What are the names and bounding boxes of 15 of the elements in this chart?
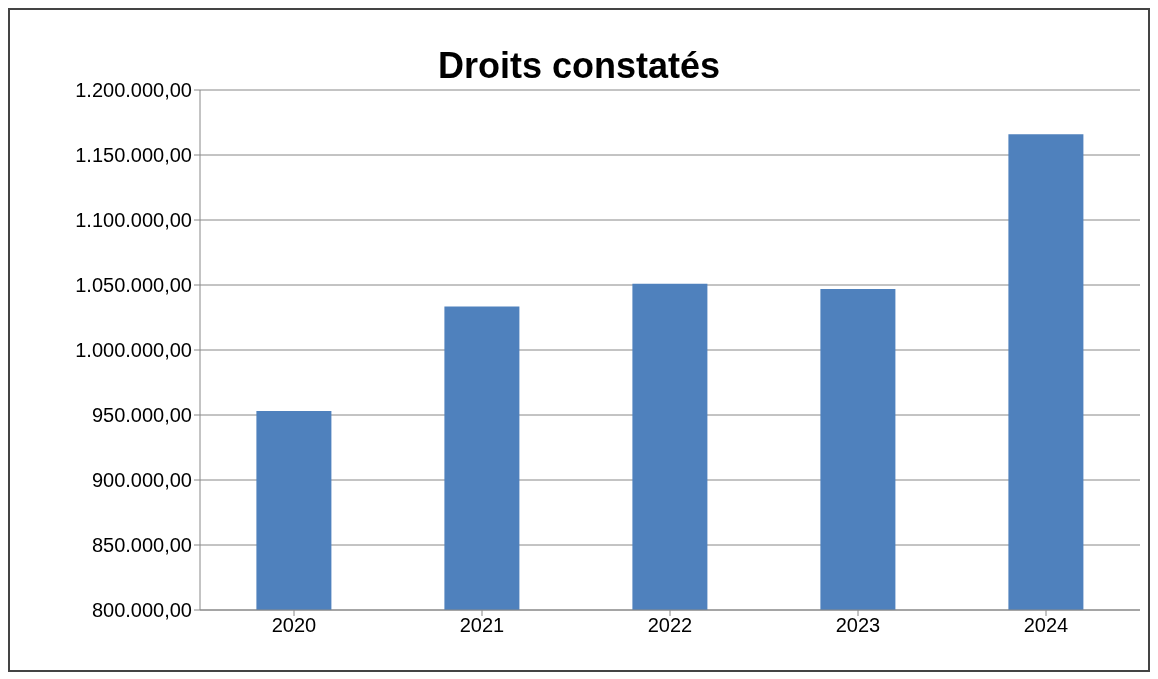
y-tick-label: 1.000.000,00	[75, 339, 192, 362]
y-tick-label: 1.100.000,00	[75, 209, 192, 232]
x-tick-label: 2022	[647, 614, 693, 637]
y-tick-label: 1.200.000,00	[75, 79, 192, 102]
y-tick-label: 800.000,00	[91, 599, 192, 622]
y-tick-label: 850.000,00	[91, 534, 192, 557]
y-tick-label: 1.150.000,00	[75, 144, 192, 167]
x-tick-label: 2021	[459, 614, 505, 637]
x-tick-label: 2020	[271, 614, 317, 637]
y-tick-label: 900.000,00	[91, 469, 192, 492]
y-tick-label: 950.000,00	[91, 404, 192, 427]
y-tick-label: 1.050.000,00	[75, 274, 192, 297]
x-tick-label: 2023	[835, 614, 881, 637]
x-tick-label: 2024	[1023, 614, 1069, 637]
chart-title: Droits constatés	[436, 44, 722, 86]
